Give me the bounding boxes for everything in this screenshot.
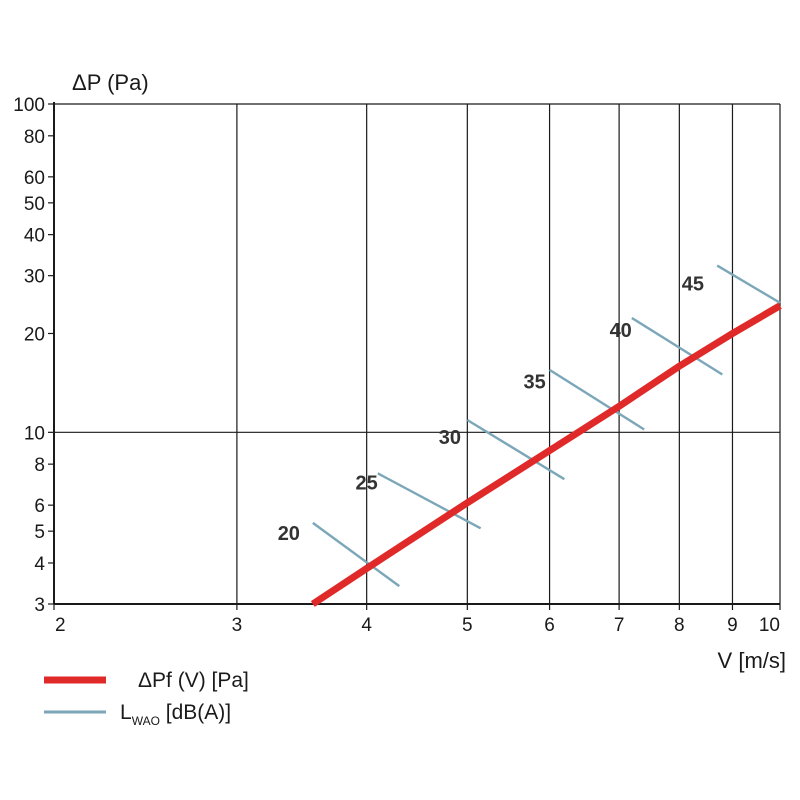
legend-noise-rest: [dB(A)]: [160, 701, 231, 724]
legend: ΔPf (V) [Pa] LWAO [dB(A)]: [44, 669, 249, 728]
y-tick-label-10: 10: [24, 423, 45, 444]
noise-lines: [312, 264, 781, 588]
noise-line-30: [466, 419, 565, 481]
y-tick-label-50: 50: [24, 194, 45, 215]
x-tick-label-3: 3: [232, 615, 243, 636]
y-tick-label-5: 5: [34, 522, 45, 543]
x-tick-label-5: 5: [462, 615, 473, 636]
noise-label-40: 40: [610, 320, 632, 342]
y-tick-label-8: 8: [34, 455, 45, 476]
noise-label-25: 25: [356, 472, 378, 494]
x-tick-label-7: 7: [614, 615, 625, 636]
x-tick-label-10: 10: [759, 615, 780, 636]
grid: [54, 103, 781, 604]
noise-label-20: 20: [278, 523, 300, 545]
y-tick-label-100: 100: [13, 95, 45, 116]
legend-pressure-label: ΔPf (V) [Pa]: [138, 669, 249, 692]
y-tick-label-6: 6: [34, 496, 45, 517]
noise-line-45: [716, 264, 781, 304]
x-tick-label-4: 4: [361, 615, 372, 636]
x-tick-label-2: 2: [55, 615, 66, 636]
noise-labels: 20 25 30 35 40 45: [278, 274, 704, 545]
noise-label-30: 30: [439, 427, 461, 449]
x-tick-label-8: 8: [674, 615, 685, 636]
legend-noise-main: L: [120, 701, 132, 724]
noise-line-40: [631, 316, 723, 376]
x-axis-title: V [m/s]: [718, 648, 786, 673]
y-tick-label-80: 80: [24, 127, 45, 148]
axes: [48, 102, 781, 610]
x-tick-label-6: 6: [544, 615, 555, 636]
noise-label-45: 45: [682, 274, 704, 296]
legend-noise-sub: WAO: [132, 714, 160, 728]
y-axis-title: ΔP (Pa): [72, 70, 149, 95]
series-line-pressure: [310, 302, 782, 607]
x-tick-label-9: 9: [727, 615, 738, 636]
y-tick-label-3: 3: [34, 595, 45, 616]
noise-label-35: 35: [524, 371, 546, 393]
y-tick-label-60: 60: [24, 168, 45, 189]
y-tick-label-20: 20: [24, 324, 45, 345]
y-tick-label-30: 30: [24, 267, 45, 288]
series: [310, 302, 782, 607]
y-tick-label-4: 4: [34, 554, 45, 575]
legend-noise-label: LWAO [dB(A)]: [120, 701, 231, 728]
noise-line-25: [377, 472, 482, 530]
y-tick-label-40: 40: [24, 226, 45, 247]
noise-line-35: [548, 368, 645, 431]
noise-line-20: [312, 521, 401, 588]
